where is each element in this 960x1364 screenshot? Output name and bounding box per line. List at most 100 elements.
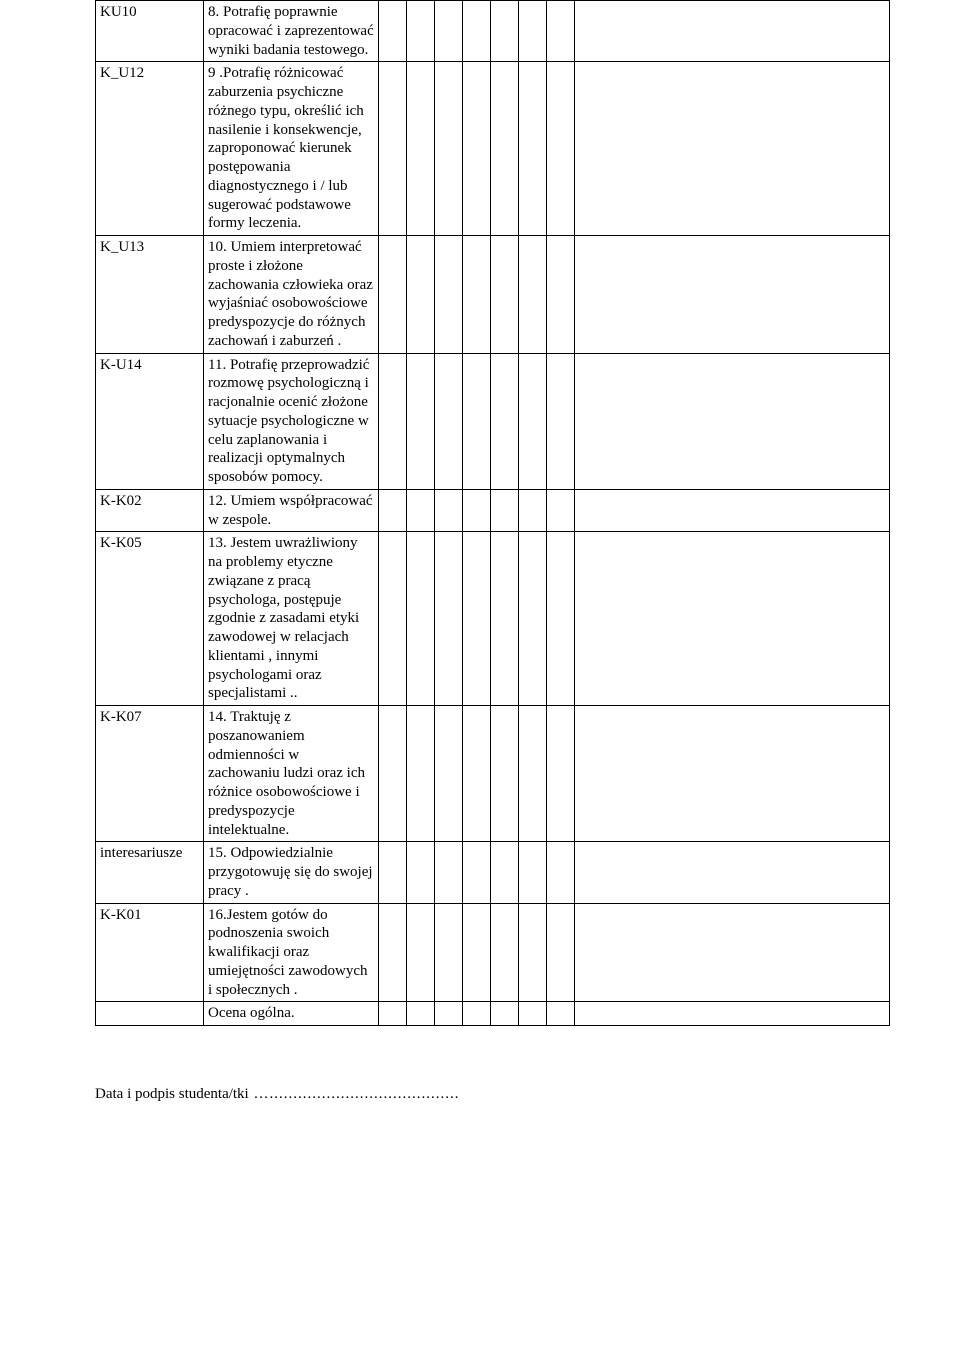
- table-row: K-K01 16.Jestem gotów do podnoszenia swo…: [96, 903, 890, 1002]
- empty-cell: [463, 532, 491, 706]
- empty-cell: [575, 1, 890, 62]
- desc-cell: 15. Odpowiedzialnie przygotowuję się do …: [204, 842, 379, 903]
- code-cell: K_U12: [96, 62, 204, 236]
- table-row: K-K07 14. Traktuję z poszanowaniem odmie…: [96, 706, 890, 842]
- empty-cell: [379, 353, 407, 489]
- empty-cell: [547, 62, 575, 236]
- table-row: K_U13 10. Umiem interpretować proste i z…: [96, 236, 890, 354]
- empty-cell: [575, 842, 890, 903]
- empty-cell: [379, 489, 407, 532]
- competency-table: KU10 8. Potrafię poprawnie opracować i z…: [95, 0, 890, 1026]
- empty-cell: [519, 353, 547, 489]
- empty-cell: [407, 353, 435, 489]
- empty-cell: [519, 532, 547, 706]
- empty-cell: [379, 842, 407, 903]
- empty-cell: [547, 236, 575, 354]
- empty-cell: [491, 903, 519, 1002]
- empty-cell: [435, 842, 463, 903]
- empty-cell: [547, 842, 575, 903]
- empty-cell: [463, 842, 491, 903]
- table-row: Ocena ogólna.: [96, 1002, 890, 1026]
- empty-cell: [491, 62, 519, 236]
- empty-cell: [463, 1, 491, 62]
- empty-cell: [407, 706, 435, 842]
- empty-cell: [519, 903, 547, 1002]
- empty-cell: [463, 903, 491, 1002]
- empty-cell: [407, 489, 435, 532]
- empty-cell: [575, 1002, 890, 1026]
- empty-cell: [519, 1, 547, 62]
- desc-cell: 14. Traktuję z poszanowaniem odmienności…: [204, 706, 379, 842]
- empty-cell: [547, 489, 575, 532]
- empty-cell: [519, 236, 547, 354]
- empty-cell: [407, 62, 435, 236]
- empty-cell: [435, 236, 463, 354]
- empty-cell: [519, 489, 547, 532]
- table-row: K-K02 12. Umiem współpracować w zespole.: [96, 489, 890, 532]
- code-cell: interesariusze: [96, 842, 204, 903]
- empty-cell: [407, 842, 435, 903]
- empty-cell: [463, 62, 491, 236]
- empty-cell: [463, 1002, 491, 1026]
- code-cell: K_U13: [96, 236, 204, 354]
- empty-cell: [435, 706, 463, 842]
- empty-cell: [519, 842, 547, 903]
- empty-cell: [463, 353, 491, 489]
- desc-cell: 13. Jestem uwrażliwiony na problemy etyc…: [204, 532, 379, 706]
- empty-cell: [435, 353, 463, 489]
- signature-dots: ….......................................…: [249, 1086, 460, 1102]
- desc-cell: 16.Jestem gotów do podnoszenia swoich kw…: [204, 903, 379, 1002]
- empty-cell: [435, 903, 463, 1002]
- empty-cell: [379, 532, 407, 706]
- empty-cell: [379, 236, 407, 354]
- desc-cell: Ocena ogólna.: [204, 1002, 379, 1026]
- empty-cell: [575, 532, 890, 706]
- desc-cell: 9 .Potrafię różnicować zaburzenia psychi…: [204, 62, 379, 236]
- empty-cell: [463, 236, 491, 354]
- empty-cell: [575, 353, 890, 489]
- desc-cell: 11. Potrafię przeprowadzić rozmowę psych…: [204, 353, 379, 489]
- code-cell: K-K02: [96, 489, 204, 532]
- empty-cell: [491, 236, 519, 354]
- empty-cell: [435, 1002, 463, 1026]
- empty-cell: [407, 903, 435, 1002]
- footer-line: Data i podpis studenta/tki …............…: [95, 1086, 890, 1103]
- desc-cell: 12. Umiem współpracować w zespole.: [204, 489, 379, 532]
- empty-cell: [435, 489, 463, 532]
- empty-cell: [491, 532, 519, 706]
- empty-cell: [407, 532, 435, 706]
- empty-cell: [519, 1002, 547, 1026]
- empty-cell: [407, 236, 435, 354]
- document-page: KU10 8. Potrafię poprawnie opracować i z…: [0, 0, 960, 1153]
- empty-cell: [491, 1002, 519, 1026]
- footer-label: Data i podpis studenta/tki: [95, 1086, 249, 1102]
- empty-cell: [547, 532, 575, 706]
- empty-cell: [547, 1, 575, 62]
- empty-cell: [575, 903, 890, 1002]
- code-cell: KU10: [96, 1, 204, 62]
- empty-cell: [491, 353, 519, 489]
- empty-cell: [547, 1002, 575, 1026]
- table-body: KU10 8. Potrafię poprawnie opracować i z…: [96, 1, 890, 1026]
- empty-cell: [575, 62, 890, 236]
- empty-cell: [435, 62, 463, 236]
- empty-cell: [519, 706, 547, 842]
- empty-cell: [379, 903, 407, 1002]
- empty-cell: [379, 706, 407, 842]
- empty-cell: [379, 62, 407, 236]
- empty-cell: [575, 706, 890, 842]
- empty-cell: [463, 706, 491, 842]
- table-row: K-U14 11. Potrafię przeprowadzić rozmowę…: [96, 353, 890, 489]
- empty-cell: [379, 1002, 407, 1026]
- empty-cell: [379, 1, 407, 62]
- code-cell: [96, 1002, 204, 1026]
- empty-cell: [491, 489, 519, 532]
- code-cell: K-K01: [96, 903, 204, 1002]
- table-row: interesariusze 15. Odpowiedzialnie przyg…: [96, 842, 890, 903]
- empty-cell: [491, 706, 519, 842]
- empty-cell: [463, 489, 491, 532]
- empty-cell: [435, 1, 463, 62]
- table-row: K-K05 13. Jestem uwrażliwiony na problem…: [96, 532, 890, 706]
- code-cell: K-U14: [96, 353, 204, 489]
- empty-cell: [519, 62, 547, 236]
